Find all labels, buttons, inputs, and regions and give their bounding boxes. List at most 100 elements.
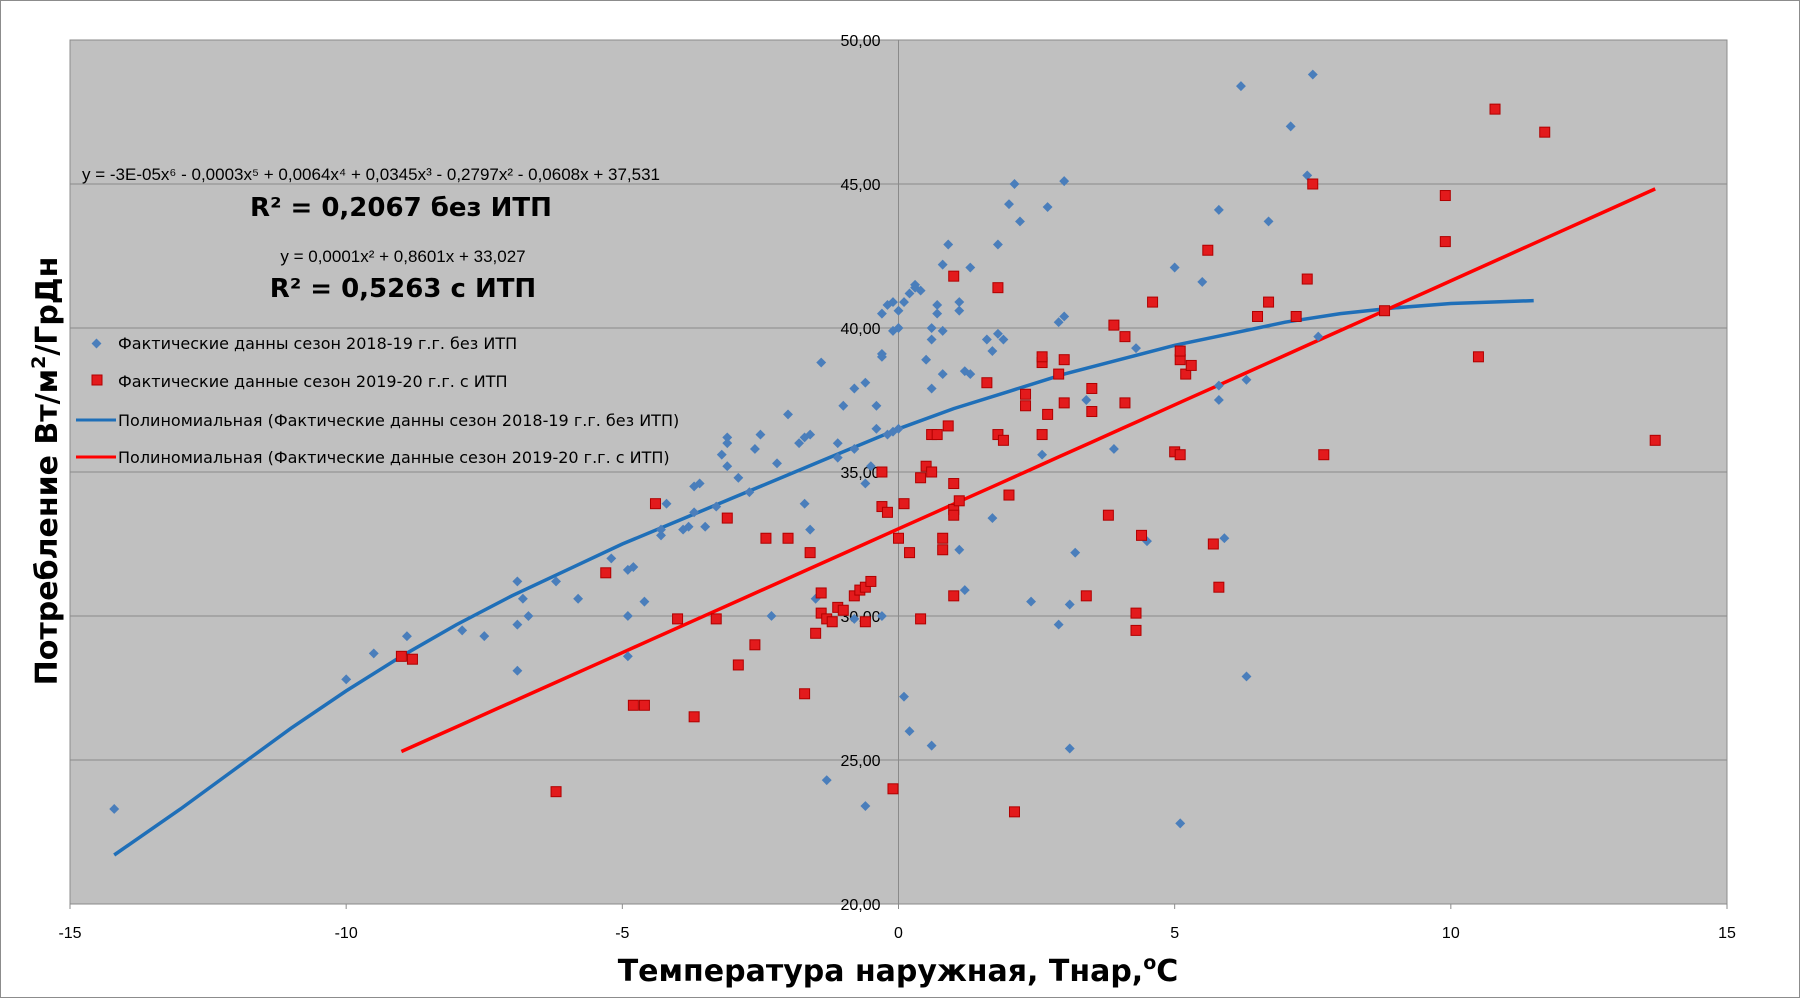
y-tick-label: 50,00 bbox=[840, 33, 880, 50]
data-point-square bbox=[931, 429, 943, 441]
data-point-square bbox=[948, 509, 960, 521]
data-point-diamond bbox=[921, 354, 932, 365]
y-tick-label: 45,00 bbox=[840, 177, 880, 194]
data-point-diamond bbox=[1059, 311, 1070, 322]
data-point-square bbox=[395, 650, 407, 662]
data-point-square bbox=[948, 590, 960, 602]
data-point-diamond bbox=[849, 444, 860, 454]
data-point-square bbox=[1119, 397, 1131, 409]
data-point-diamond bbox=[832, 452, 843, 463]
data-point-square bbox=[1136, 529, 1148, 541]
data-point-square bbox=[859, 581, 871, 593]
data-point-square bbox=[1439, 236, 1451, 248]
data-point-square bbox=[1053, 368, 1065, 380]
data-point-diamond bbox=[860, 377, 871, 388]
data-point-square bbox=[1086, 382, 1098, 394]
data-point-diamond bbox=[512, 576, 523, 587]
data-point-square bbox=[638, 699, 650, 711]
data-point-square bbox=[1003, 489, 1015, 501]
trendline-2018-19 bbox=[113, 298, 1534, 857]
data-point-diamond bbox=[876, 351, 887, 362]
data-point-diamond bbox=[1081, 395, 1092, 405]
data-point-diamond bbox=[1175, 818, 1186, 829]
data-point-diamond bbox=[1053, 619, 1064, 630]
legend-item-diamond-2018-19: Фактические данны сезон 2018-19 г.г. без… bbox=[91, 334, 517, 353]
data-point-square bbox=[992, 282, 1004, 294]
y-tick-label: 35,00 bbox=[840, 465, 880, 482]
data-point-square bbox=[876, 501, 888, 513]
data-point-diamond bbox=[1263, 216, 1274, 227]
data-point-diamond bbox=[656, 530, 666, 541]
data-point-square bbox=[937, 532, 949, 544]
data-point-diamond bbox=[1064, 743, 1075, 754]
data-point-square bbox=[1119, 331, 1131, 343]
data-point-square bbox=[804, 547, 816, 559]
data-point-square bbox=[1058, 397, 1070, 409]
data-point-square bbox=[904, 547, 916, 559]
data-point-square bbox=[710, 613, 722, 625]
data-point-square bbox=[1263, 296, 1275, 308]
data-point-diamond bbox=[457, 625, 468, 636]
data-point-diamond bbox=[1009, 179, 1020, 189]
x-tick-label: 0 bbox=[894, 925, 903, 942]
data-point-square bbox=[981, 377, 993, 389]
data-point-square bbox=[848, 590, 860, 602]
data-point-diamond bbox=[860, 801, 871, 812]
data-point-square bbox=[1439, 190, 1451, 202]
data-point-diamond bbox=[1037, 449, 1048, 460]
data-point-square bbox=[1008, 806, 1020, 818]
legend-item-trend-2019-20: Полиномиальная (Фактические данные сезон… bbox=[76, 448, 670, 467]
data-point-square bbox=[815, 587, 827, 599]
data-point-square bbox=[550, 786, 562, 798]
y-tick-label: 20,00 bbox=[840, 897, 880, 914]
legend-label: Фактические данны сезон 2018-19 г.г. без… bbox=[118, 334, 517, 353]
data-point-diamond bbox=[926, 740, 937, 751]
data-point-diamond bbox=[1241, 374, 1252, 385]
data-point-diamond bbox=[1070, 547, 1081, 558]
data-point-diamond bbox=[910, 279, 921, 290]
data-point-diamond bbox=[512, 619, 523, 630]
data-point-square bbox=[600, 567, 612, 579]
r-squared-2018-19: R² = 0,2067 без ИТП bbox=[250, 193, 552, 223]
x-tick-label: -15 bbox=[58, 925, 81, 942]
data-point-square bbox=[948, 270, 960, 282]
data-point-diamond bbox=[832, 438, 843, 449]
data-point-diamond bbox=[1026, 596, 1037, 607]
data-point-diamond bbox=[899, 691, 909, 702]
data-point-square bbox=[876, 466, 888, 478]
data-point-diamond bbox=[937, 369, 948, 380]
data-point-diamond bbox=[915, 285, 926, 296]
data-point-diamond bbox=[783, 409, 793, 420]
legend-marker-square bbox=[91, 374, 103, 386]
data-point-square bbox=[1307, 178, 1319, 190]
data-point-diamond bbox=[821, 775, 832, 786]
data-point-square bbox=[1213, 581, 1225, 593]
data-point-square bbox=[1379, 305, 1391, 317]
data-point-diamond bbox=[689, 507, 700, 518]
data-point-square bbox=[1290, 310, 1302, 322]
data-point-diamond bbox=[1219, 533, 1230, 544]
data-point-diamond bbox=[1213, 204, 1224, 215]
data-point-diamond bbox=[573, 593, 584, 604]
legend-item-trend-2018-19: Полиномиальная (Фактические данны сезон … bbox=[76, 411, 679, 430]
data-point-square bbox=[953, 495, 965, 507]
data-point-square bbox=[1174, 449, 1186, 461]
data-point-square bbox=[1318, 449, 1330, 461]
legend-label: Полиномиальная (Фактические данны сезон … bbox=[118, 411, 679, 430]
data-point-diamond bbox=[1108, 444, 1119, 454]
data-point-diamond bbox=[1285, 121, 1296, 132]
data-point-square bbox=[721, 512, 733, 524]
data-point-diamond bbox=[805, 524, 816, 535]
data-point-diamond bbox=[628, 562, 639, 572]
data-point-square bbox=[1489, 103, 1501, 115]
data-point-diamond bbox=[683, 521, 694, 532]
data-point-square bbox=[749, 639, 761, 651]
data-point-square bbox=[1130, 624, 1142, 636]
data-point-diamond bbox=[606, 553, 617, 564]
data-point-square bbox=[1472, 351, 1484, 363]
data-point-square bbox=[406, 653, 418, 665]
legend-label: Фактические данные сезон 2019-20 г.г. с … bbox=[118, 372, 508, 391]
data-point-square bbox=[1102, 509, 1114, 521]
data-point-square bbox=[1108, 319, 1120, 331]
trendlines bbox=[113, 187, 1656, 857]
